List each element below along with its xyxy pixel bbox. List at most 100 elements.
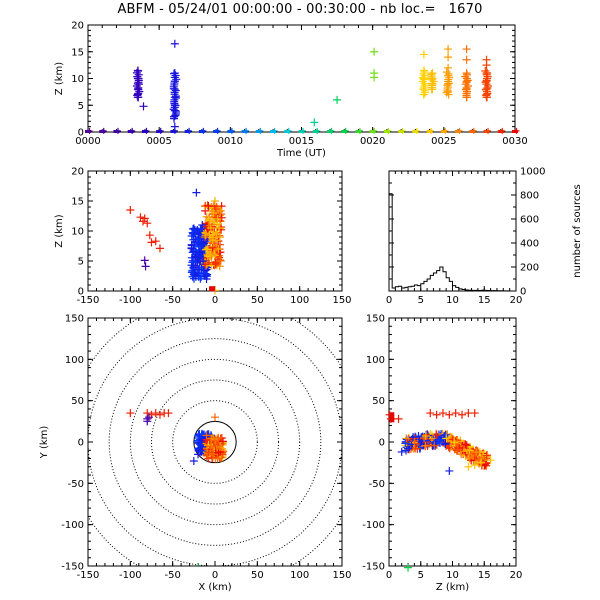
cluster-source xyxy=(202,245,211,254)
y-tick-label: 600 xyxy=(520,215,539,226)
source-point xyxy=(462,69,471,78)
cluster-source xyxy=(216,256,225,265)
x-tick-label: 10 xyxy=(446,570,459,581)
source-point xyxy=(444,87,453,96)
source-point xyxy=(451,409,460,418)
y-tick-label: 20 xyxy=(71,21,84,32)
source-point xyxy=(209,209,218,217)
cluster-source xyxy=(215,248,224,257)
band-source xyxy=(442,434,451,443)
source-point xyxy=(140,214,149,223)
cluster-source xyxy=(204,201,213,210)
source-point xyxy=(194,266,203,274)
baseline-source xyxy=(243,127,250,134)
x-tick-label: -150 xyxy=(77,295,100,306)
band-source xyxy=(465,453,474,462)
histogram-line xyxy=(388,193,516,292)
x-y-plan-panel: -150 -100 -50 0 50 100 150 -150 -100 -50 0 50 100 150… xyxy=(39,314,352,594)
source-point xyxy=(170,85,179,94)
x-tick-label: 50 xyxy=(251,570,264,581)
source-point xyxy=(147,238,156,247)
baseline-source xyxy=(257,127,264,134)
baseline-source xyxy=(413,127,420,134)
range-ring xyxy=(172,400,258,484)
baseline-source xyxy=(513,127,520,134)
source-point xyxy=(198,221,207,229)
ground-marker xyxy=(209,286,216,292)
y-tick-label: 50 xyxy=(71,396,84,407)
column-source xyxy=(427,70,436,79)
y-tick-label: 0 xyxy=(78,128,84,139)
column-source xyxy=(443,81,452,90)
x-tick-label: 0015 xyxy=(289,136,314,147)
source-point xyxy=(126,409,135,418)
x-tick-label: 0030 xyxy=(502,136,527,147)
source-point xyxy=(170,111,179,120)
baseline-source xyxy=(456,127,463,134)
cluster-source xyxy=(216,256,225,265)
x-tick-label: -50 xyxy=(164,295,180,306)
source-point xyxy=(170,77,179,86)
baseline-source xyxy=(86,127,93,134)
y-tick-label: -100 xyxy=(61,520,84,531)
y-tick-label: 50 xyxy=(372,396,385,407)
column-source xyxy=(172,75,181,84)
source-point xyxy=(444,45,453,54)
source-point xyxy=(211,197,219,205)
source-point xyxy=(462,55,471,64)
source-point xyxy=(444,63,453,72)
source-point xyxy=(333,95,342,104)
baseline-source xyxy=(171,127,178,134)
y-tick-label: 100 xyxy=(366,355,385,366)
cluster-source xyxy=(189,224,198,233)
source-point xyxy=(445,410,454,419)
cluster-source xyxy=(205,215,214,224)
column-source xyxy=(418,73,427,82)
band-source xyxy=(421,432,430,441)
y-tick-label: -150 xyxy=(61,562,84,573)
source-point xyxy=(477,458,486,467)
band-source xyxy=(430,441,439,450)
cluster-source xyxy=(203,251,212,260)
baseline-source xyxy=(214,127,221,134)
source-point xyxy=(470,461,479,470)
column-source xyxy=(442,88,451,97)
source-point xyxy=(214,433,223,442)
source-point xyxy=(126,206,135,214)
source-point xyxy=(210,218,219,226)
x-tick-label: 15 xyxy=(478,295,491,306)
source-point xyxy=(194,450,203,459)
y-tick-label: 0 xyxy=(520,287,526,298)
source-point xyxy=(419,50,428,59)
source-point xyxy=(151,237,160,246)
x-tick-label: -100 xyxy=(119,570,142,581)
source-point xyxy=(397,447,406,456)
baseline-source xyxy=(129,127,136,134)
x-axis-label: Time (UT) xyxy=(276,148,326,159)
range-rings xyxy=(88,318,342,566)
source-point xyxy=(189,263,198,271)
baseline-source xyxy=(442,127,449,134)
source-point xyxy=(143,414,152,423)
source-point xyxy=(189,457,198,466)
source-point xyxy=(438,409,447,418)
cluster-source xyxy=(208,453,217,462)
source-point xyxy=(444,79,453,88)
source-point xyxy=(202,275,211,283)
baseline-source xyxy=(114,127,121,134)
source-point xyxy=(164,409,173,418)
source-point xyxy=(206,442,215,451)
y-tick-label: 1000 xyxy=(520,167,545,178)
y-tick-label: 200 xyxy=(520,263,539,274)
baseline-source xyxy=(285,127,292,134)
source-point xyxy=(462,93,471,102)
source-point xyxy=(212,230,221,238)
baseline-source xyxy=(470,127,477,134)
time-height-panel: 0000 0005 0010 0015 0020 0025 0030 0 5 10 15 20 Time… xyxy=(54,21,528,160)
band-source xyxy=(432,431,441,440)
cluster-source xyxy=(194,252,203,261)
source-point xyxy=(404,444,413,453)
source-point xyxy=(144,413,153,422)
source-point xyxy=(192,188,201,197)
